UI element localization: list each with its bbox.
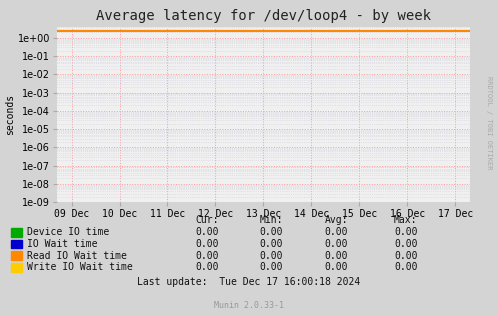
Text: 0.00: 0.00: [325, 227, 348, 237]
Text: 0.00: 0.00: [195, 239, 219, 249]
Text: Munin 2.0.33-1: Munin 2.0.33-1: [214, 301, 283, 310]
Text: Last update:  Tue Dec 17 16:00:18 2024: Last update: Tue Dec 17 16:00:18 2024: [137, 277, 360, 287]
Text: 0.00: 0.00: [394, 251, 417, 261]
Title: Average latency for /dev/loop4 - by week: Average latency for /dev/loop4 - by week: [96, 9, 431, 23]
Text: 0.00: 0.00: [260, 262, 283, 272]
Text: Cur:: Cur:: [195, 215, 219, 225]
Text: Write IO Wait time: Write IO Wait time: [27, 262, 133, 272]
Text: IO Wait time: IO Wait time: [27, 239, 97, 249]
Y-axis label: seconds: seconds: [5, 94, 15, 135]
Text: 0.00: 0.00: [260, 251, 283, 261]
Text: 0.00: 0.00: [394, 239, 417, 249]
Text: 0.00: 0.00: [195, 251, 219, 261]
Text: 0.00: 0.00: [260, 227, 283, 237]
Text: 0.00: 0.00: [325, 239, 348, 249]
Text: Read IO Wait time: Read IO Wait time: [27, 251, 127, 261]
Text: Min:: Min:: [260, 215, 283, 225]
Text: 0.00: 0.00: [394, 262, 417, 272]
Text: Avg:: Avg:: [325, 215, 348, 225]
Text: RRDTOOL / TOBI OETIKER: RRDTOOL / TOBI OETIKER: [486, 76, 492, 170]
Text: 0.00: 0.00: [394, 227, 417, 237]
Text: 0.00: 0.00: [195, 262, 219, 272]
Text: 0.00: 0.00: [325, 262, 348, 272]
Text: 0.00: 0.00: [260, 239, 283, 249]
Text: Max:: Max:: [394, 215, 417, 225]
Text: 0.00: 0.00: [195, 227, 219, 237]
Text: 0.00: 0.00: [325, 251, 348, 261]
Text: Device IO time: Device IO time: [27, 227, 109, 237]
